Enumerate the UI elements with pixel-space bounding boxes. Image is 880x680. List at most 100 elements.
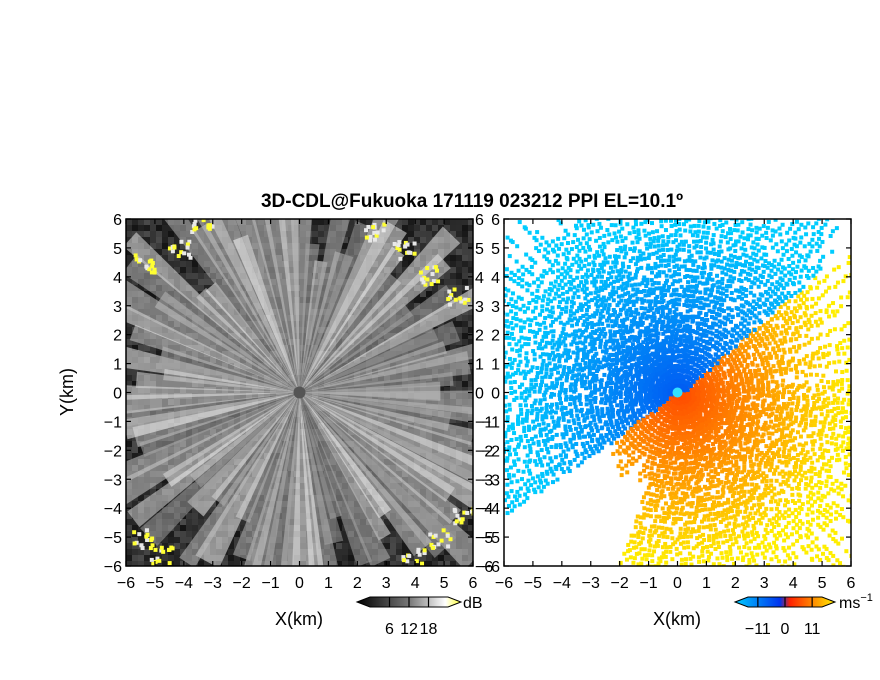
noise-cell (342, 555, 348, 561)
noise-cell (462, 333, 468, 339)
velocity-cell (742, 287, 747, 292)
velocity-cell (716, 387, 721, 392)
noise-cell (426, 237, 432, 243)
noise-cell (402, 255, 408, 261)
ray (299, 320, 461, 393)
velocity-cell (764, 335, 769, 340)
velocity-cell (775, 383, 780, 388)
noise-cell (402, 267, 408, 273)
ray (299, 392, 343, 520)
velocity-cell (758, 343, 763, 348)
x-tick-label: −3 (204, 575, 222, 592)
echo-cell (188, 255, 193, 260)
velocity-cell (768, 323, 773, 328)
velocity-cell (755, 242, 760, 247)
echo-cell (374, 233, 379, 238)
noise-cell (468, 531, 473, 537)
velocity-cell (808, 285, 813, 290)
velocity-cell (802, 320, 807, 325)
velocity-cell (794, 375, 799, 380)
velocity-cell (740, 316, 745, 321)
velocity-cell (800, 188, 804, 192)
velocity-cell (806, 221, 811, 226)
velocity-cell (765, 265, 770, 270)
velocity-cell (794, 337, 799, 342)
velocity-cell (817, 236, 822, 241)
noise-cell (438, 387, 444, 393)
velocity-cell (800, 211, 804, 215)
velocity-cell (722, 361, 727, 366)
velocity-cell (759, 336, 764, 341)
velocity-cell (745, 376, 750, 381)
reflectivity-colorbar-ticks: 6 12 18 (385, 597, 438, 638)
velocity-cell (760, 233, 765, 238)
velocity-cell (755, 259, 760, 264)
noise-cell (126, 525, 132, 531)
velocity-cell (787, 238, 792, 243)
velocity-cell (825, 332, 830, 337)
noise-cell (432, 231, 438, 237)
noise-cell (384, 519, 390, 525)
noise-cell (138, 447, 144, 453)
velocity-cell (791, 260, 796, 265)
velocity-cell (692, 367, 697, 372)
velocity-cell (792, 242, 797, 247)
noise-cell (240, 519, 246, 525)
noise-cell (126, 333, 132, 339)
noise-cell (126, 537, 132, 543)
echo-cell (381, 228, 386, 233)
noise-cell (132, 441, 138, 447)
velocity-cell (751, 299, 756, 304)
noise-cell (462, 267, 468, 273)
echo-cell (454, 519, 459, 524)
velocity-cell (764, 374, 769, 379)
velocity-cell (772, 264, 777, 269)
echo-cell (187, 239, 192, 244)
noise-cell (456, 255, 462, 261)
noise-cell (186, 273, 192, 279)
ray (232, 234, 300, 393)
noise-cell (396, 537, 402, 543)
noise-cell (222, 555, 228, 561)
velocity-cell (803, 183, 807, 187)
velocity-cell (739, 342, 744, 347)
velocity-cell (765, 360, 770, 365)
velocity-cell (726, 312, 731, 317)
noise-cell (150, 345, 156, 351)
velocity-cell (863, 388, 867, 392)
noise-cell (342, 549, 348, 555)
echo-cell (422, 548, 427, 553)
ray (132, 392, 300, 447)
noise-cell (156, 297, 162, 303)
echo-cell (452, 287, 457, 292)
velocity-cell (765, 329, 770, 334)
noise-cell (468, 321, 473, 327)
velocity-cell (702, 350, 707, 355)
y-tick-label: 2 (113, 328, 122, 345)
echo-cell (153, 547, 158, 552)
noise-cell (126, 375, 132, 381)
velocity-cell (772, 330, 777, 335)
velocity-cell (776, 295, 781, 300)
echo-cell (418, 270, 423, 275)
noise-cell (198, 561, 204, 566)
echo-cell (408, 250, 413, 255)
velocity-cell (759, 280, 764, 285)
noise-cell (138, 495, 144, 501)
velocity-cell (717, 330, 722, 335)
noise-cell (126, 531, 132, 537)
velocity-cell (710, 344, 715, 349)
noise-cell (426, 291, 432, 297)
velocity-cell (769, 275, 774, 280)
noise-cell (192, 261, 198, 267)
noise-cell (444, 219, 450, 225)
noise-cell (132, 549, 138, 555)
noise-cell (450, 375, 456, 381)
noise-cell (138, 231, 144, 237)
noise-cell (462, 525, 468, 531)
noise-cell (456, 273, 462, 279)
velocity-cell (847, 255, 851, 260)
ray (299, 381, 441, 402)
velocity-cell (757, 368, 762, 373)
noise-cell (432, 561, 438, 566)
